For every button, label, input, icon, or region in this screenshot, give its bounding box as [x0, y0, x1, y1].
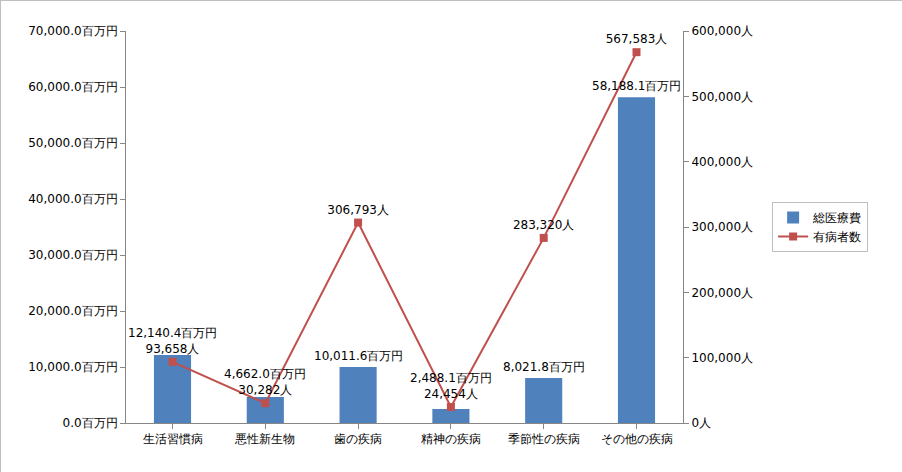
svg-text:精神の疾病: 精神の疾病: [421, 432, 481, 446]
svg-text:20,000.0百万円: 20,000.0百万円: [28, 304, 117, 318]
svg-text:24,454人: 24,454人: [424, 387, 478, 401]
svg-text:600,000人: 600,000人: [691, 24, 753, 38]
svg-text:4,662.0百万円: 4,662.0百万円: [224, 367, 306, 381]
svg-text:歯の疾病: 歯の疾病: [334, 432, 382, 446]
svg-text:300,000人: 300,000人: [691, 220, 753, 234]
svg-text:30,282人: 30,282人: [238, 383, 292, 397]
svg-text:その他の疾病: その他の疾病: [601, 432, 673, 446]
svg-text:60,000.0百万円: 60,000.0百万円: [28, 80, 117, 94]
svg-text:500,000人: 500,000人: [691, 90, 753, 104]
svg-text:306,793人: 306,793人: [327, 203, 389, 217]
svg-text:悪性新生物: 悪性新生物: [234, 432, 295, 446]
svg-text:400,000人: 400,000人: [691, 155, 753, 169]
svg-text:70,000.0百万円: 70,000.0百万円: [28, 24, 117, 38]
svg-text:40,000.0百万円: 40,000.0百万円: [28, 192, 117, 206]
svg-text:10,000.0百万円: 10,000.0百万円: [28, 360, 117, 374]
svg-text:0人: 0人: [691, 416, 711, 430]
svg-text:200,000人: 200,000人: [691, 286, 753, 300]
svg-text:12,140.4百万円: 12,140.4百万円: [128, 326, 217, 340]
svg-text:2,488.1百万円: 2,488.1百万円: [410, 371, 492, 385]
svg-text:50,000.0百万円: 50,000.0百万円: [28, 136, 117, 150]
svg-text:10,011.6百万円: 10,011.6百万円: [314, 349, 403, 363]
svg-text:有病者数: 有病者数: [813, 230, 861, 244]
svg-text:58,188.1百万円: 58,188.1百万円: [592, 79, 681, 93]
svg-text:30,000.0百万円: 30,000.0百万円: [28, 248, 117, 262]
svg-text:総医療費: 総医療費: [812, 211, 861, 225]
svg-text:生活習慣病: 生活習慣病: [143, 432, 203, 446]
svg-text:8,021.8百万円: 8,021.8百万円: [503, 360, 585, 374]
svg-text:567,583人: 567,583人: [606, 32, 668, 46]
svg-text:93,658人: 93,658人: [146, 342, 200, 356]
svg-text:283,320人: 283,320人: [513, 218, 575, 232]
svg-text:100,000人: 100,000人: [691, 351, 753, 365]
svg-text:季節性の疾病: 季節性の疾病: [508, 432, 580, 446]
svg-text:0.0百万円: 0.0百万円: [63, 416, 118, 430]
